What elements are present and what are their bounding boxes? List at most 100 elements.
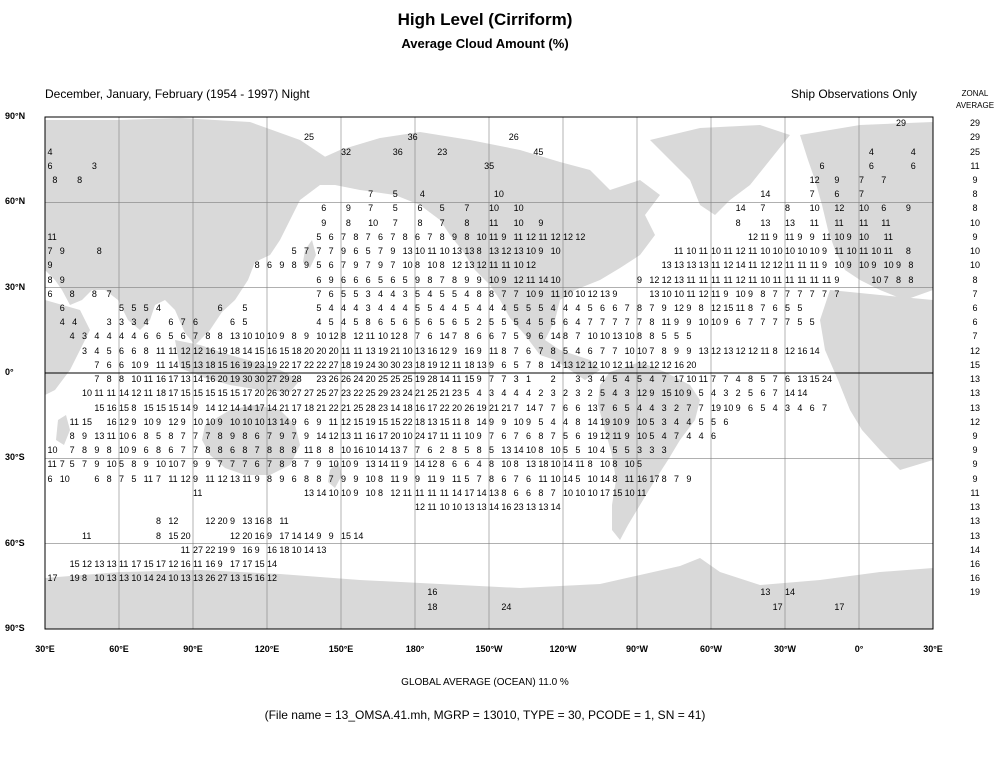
grid-cell-value: 12 <box>168 516 179 527</box>
grid-cell-value: 12 <box>119 416 130 427</box>
grid-cell-value: 12 <box>587 359 598 370</box>
grid-cell-value: 9 <box>538 288 544 299</box>
grid-cell-value: 10 <box>143 416 154 427</box>
grid-cell-value: 12 <box>476 260 487 271</box>
grid-cell-value: 11 <box>698 246 708 257</box>
grid-cell-value: 7 <box>723 374 729 385</box>
grid-cell-value: 12 <box>698 288 709 299</box>
grid-cell-value: 11 <box>242 473 252 484</box>
grid-cell-value: 7 <box>341 231 347 242</box>
grid-cell-value: 17 <box>427 402 438 413</box>
grid-cell-value: 6 <box>427 317 433 328</box>
grid-cell-value: 10 <box>871 274 882 285</box>
grid-cell-value: 11 <box>489 345 499 356</box>
grid-cell-value: 9 <box>254 544 260 555</box>
grid-cell-value: 10 <box>513 217 524 228</box>
grid-cell-value: 7 <box>785 317 791 328</box>
grid-cell-value: 14 <box>476 416 487 427</box>
grid-cell-value: 3 <box>131 317 137 328</box>
grid-cell-value: 7 <box>501 374 507 385</box>
grid-cell-value: 25 <box>304 132 315 143</box>
grid-cell-value: 3 <box>365 303 371 313</box>
longitude-label: 180° <box>405 644 425 654</box>
zonal-average-value: 10 <box>969 217 980 228</box>
grid-cell-value: 14 <box>316 487 327 498</box>
grid-cell-value: 15 <box>254 345 265 356</box>
grid-cell-value: 7 <box>341 260 347 271</box>
grid-cell-value: 10 <box>797 246 808 257</box>
grid-cell-value: 17 <box>427 431 438 441</box>
grid-cell-value: 14 <box>267 559 278 569</box>
grid-cell-value: 9 <box>193 473 199 484</box>
grid-cell-value: 15 <box>809 374 820 385</box>
grid-cell-value: 22 <box>316 359 327 370</box>
grid-cell-value: 13 <box>698 260 709 271</box>
grid-cell-value: 15 <box>439 416 450 427</box>
grid-cell-value: 5 <box>106 345 112 356</box>
source-note: Ship Observations Only <box>791 87 918 101</box>
grid-cell-value: 10 <box>587 473 598 484</box>
grid-cell-value: 11 <box>785 274 795 285</box>
grid-cell-value: 10 <box>193 416 204 427</box>
grid-cell-value: 19 <box>711 402 722 413</box>
grid-cell-value: 27 <box>304 388 315 399</box>
grid-cell-value: 16 <box>106 416 117 427</box>
grid-cell-value: 14 <box>550 331 561 342</box>
grid-cell-value: 10 <box>439 246 450 257</box>
grid-cell-value: 7 <box>526 359 532 370</box>
grid-cell-value: 11 <box>822 274 832 285</box>
grid-cell-value: 7 <box>242 459 248 470</box>
grid-cell-value: 6 <box>868 160 874 171</box>
grid-cell-value: 9 <box>501 231 507 242</box>
grid-cell-value: 3 <box>513 374 519 385</box>
grid-cell-value: 32 <box>341 146 352 157</box>
grid-cell-value: 11 <box>883 246 893 257</box>
grid-cell-value: 15 <box>143 402 154 413</box>
chart-title: High Level (Cirriform) <box>397 10 573 29</box>
grid-cell-value: 6 <box>735 317 741 328</box>
grid-cell-value: 9 <box>476 274 482 285</box>
grid-cell-value: 14 <box>205 402 216 413</box>
grid-cell-value: 16 <box>156 374 167 385</box>
zonal-average-value: 25 <box>969 146 980 157</box>
grid-cell-value: 17 <box>156 559 167 569</box>
grid-cell-value: 2 <box>587 388 593 399</box>
grid-cell-value: 5 <box>341 288 347 299</box>
grid-cell-value: 15 <box>205 388 216 399</box>
grid-cell-value: 10 <box>205 416 216 427</box>
grid-cell-value: 13 <box>674 274 685 285</box>
grid-cell-value: 7 <box>82 459 88 470</box>
grid-cell-value: 13 <box>230 331 241 342</box>
grid-cell-value: 10 <box>600 459 611 470</box>
grid-cell-value: 10 <box>587 487 598 498</box>
grid-cell-value: 6 <box>59 303 65 313</box>
grid-cell-value: 12 <box>82 559 93 569</box>
grid-cell-value: 10 <box>575 487 586 498</box>
grid-cell-value: 15 <box>661 388 672 399</box>
grid-cell-value: 3 <box>661 445 667 456</box>
grid-cell-value: 13 <box>612 331 623 342</box>
grid-cell-value: 12 <box>205 516 216 527</box>
grid-cell-value: 17 <box>168 374 179 385</box>
grid-cell-value: 7 <box>390 231 396 242</box>
grid-cell-value: 6 <box>526 487 532 498</box>
grid-cell-value: 9 <box>476 374 482 385</box>
grid-cell-value: 10 <box>661 288 672 299</box>
grid-cell-value: 12 <box>415 502 426 513</box>
grid-cell-value: 4 <box>419 189 425 200</box>
grid-cell-value: 16 <box>205 374 216 385</box>
grid-cell-value: 4 <box>390 303 396 313</box>
grid-cell-value: 9 <box>797 231 803 242</box>
grid-cell-value: 21 <box>316 402 327 413</box>
grid-cell-value: 5 <box>711 416 717 427</box>
grid-cell-value: 4 <box>661 431 667 441</box>
grid-cell-value: 15 <box>230 388 241 399</box>
grid-cell-value: 4 <box>550 303 556 313</box>
zonal-average-value: 7 <box>972 331 978 342</box>
grid-cell-value: 11 <box>452 359 462 370</box>
grid-cell-value: 13 <box>760 587 771 598</box>
grid-cell-value: 10 <box>600 331 611 342</box>
grid-cell-value: 6 <box>143 445 149 456</box>
grid-cell-value: 4 <box>439 303 445 313</box>
grid-cell-value: 8 <box>91 288 97 299</box>
